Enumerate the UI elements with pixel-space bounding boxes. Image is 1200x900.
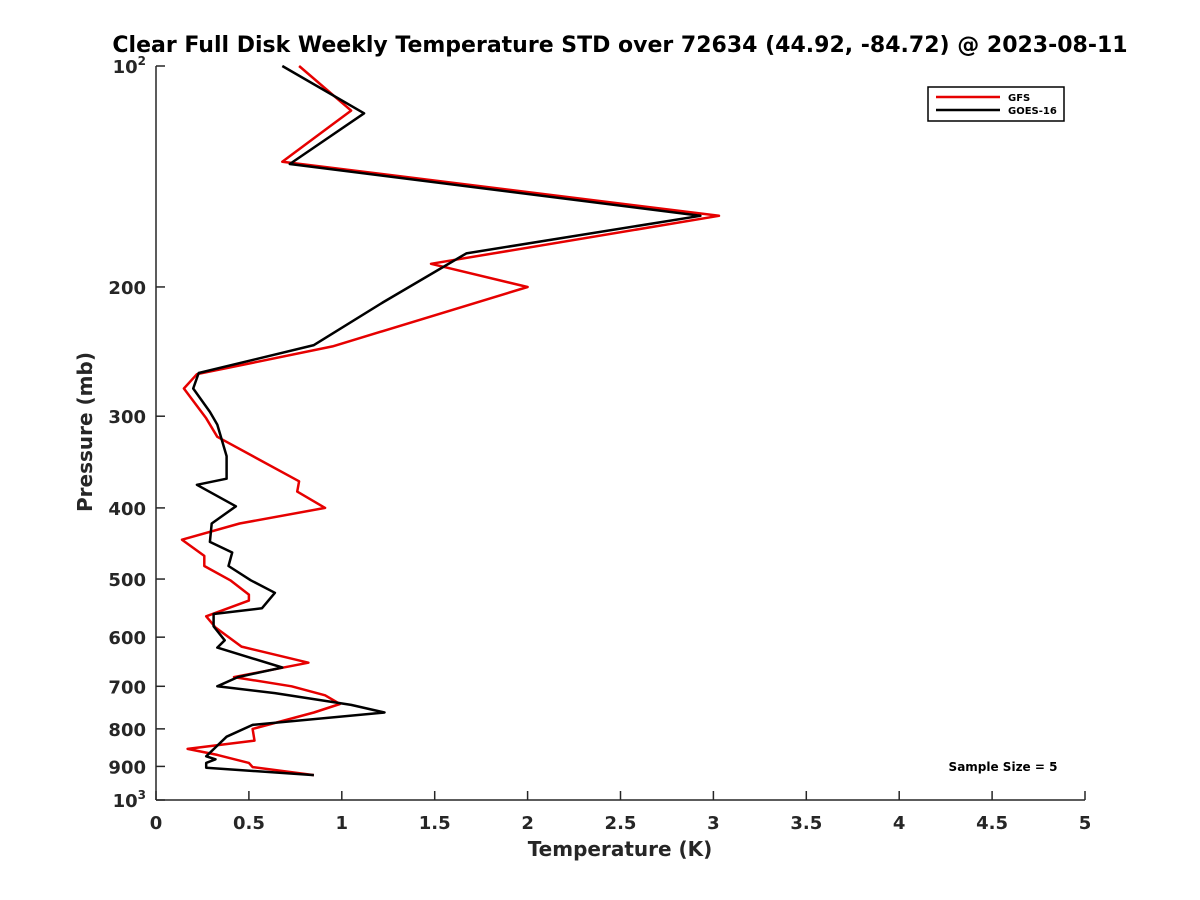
- x-tick-label: 0.5: [233, 813, 265, 834]
- y-tick-label: 200: [108, 278, 146, 299]
- legend: GFS GOES-16: [927, 86, 1065, 122]
- y-tick-label: 400: [108, 499, 146, 520]
- x-tick-label: 1.5: [419, 813, 451, 834]
- legend-label-goes-16: GOES-16: [1008, 106, 1057, 117]
- x-tick-label: 4.5: [976, 813, 1008, 834]
- y-tick-label: 900: [108, 757, 146, 778]
- y-tick-label-exponent: 2: [138, 54, 146, 68]
- sample-size-annotation: Sample Size = 5: [949, 760, 1058, 774]
- y-axis-label: Pressure (mb): [73, 352, 97, 512]
- chart-title: Clear Full Disk Weekly Temperature STD o…: [112, 33, 1127, 58]
- legend-label-gfs: GFS: [1008, 93, 1030, 104]
- series-line-gfs: [180, 65, 721, 777]
- legend-box: [927, 86, 1065, 122]
- y-tick-label: 102: [113, 54, 146, 78]
- x-tick-label: 0: [150, 813, 163, 834]
- y-tick-label-base: 10: [113, 791, 138, 812]
- y-tick-label-exponent: 3: [138, 788, 146, 802]
- y-tick-label: 800: [108, 720, 146, 741]
- x-tick-label: 3.5: [790, 813, 822, 834]
- y-tick-label: 300: [108, 407, 146, 428]
- x-tick-label: 5: [1079, 813, 1092, 834]
- x-tick-label: 2: [521, 813, 534, 834]
- x-tick-label: 1: [336, 813, 349, 834]
- y-tick-label: 103: [113, 788, 146, 812]
- x-tick-label: 3: [707, 813, 720, 834]
- y-tick-label-base: 10: [113, 57, 138, 78]
- y-tick-label: 700: [108, 677, 146, 698]
- x-tick-label: 4: [893, 813, 906, 834]
- y-tick-label: 500: [108, 570, 146, 591]
- y-tick-label: 600: [108, 628, 146, 649]
- plot-area: 0 0.5 1 1.5 2 2.5 3 3.5 4 4.5 51022003004005006007…: [108, 54, 1091, 834]
- x-tick-label: 2.5: [605, 813, 637, 834]
- series-line-goes-16: [191, 64, 702, 777]
- x-axis-label: Temperature (K): [528, 837, 713, 861]
